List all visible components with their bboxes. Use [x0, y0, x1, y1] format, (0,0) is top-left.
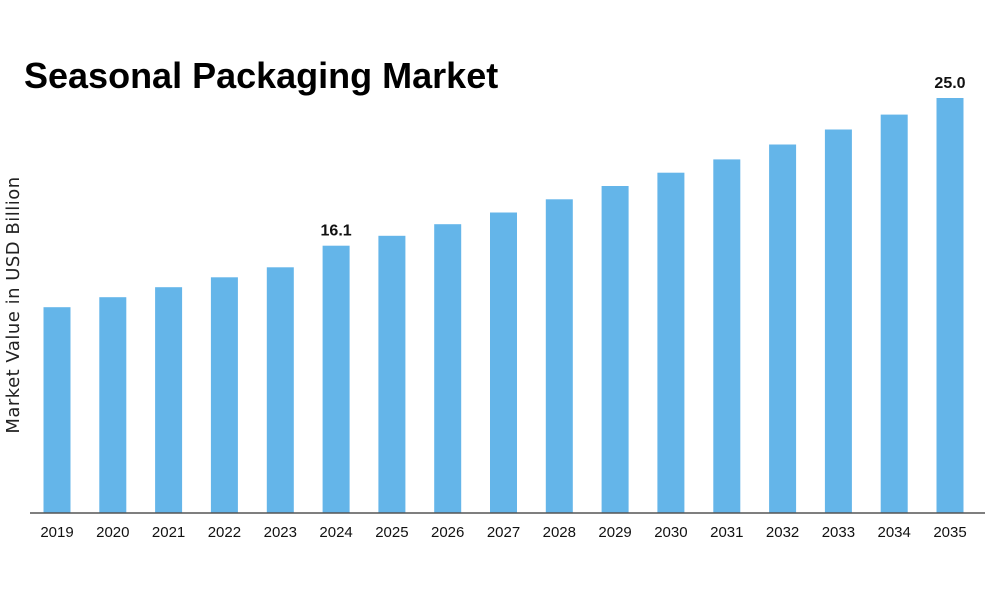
- x-tick-2030: 2030: [654, 524, 687, 541]
- bar-2030: [657, 172, 685, 513]
- bar-2027: [490, 212, 517, 513]
- bar-2023: [266, 267, 294, 513]
- bar-2032: [769, 144, 797, 513]
- x-tick-labels: 2019 2020 2021 2022 2023 2024 2025 2026 2027 2028…: [40, 524, 966, 541]
- x-tick-2021: 2021: [152, 524, 185, 541]
- bar-2021: [155, 287, 183, 513]
- bar-2034: [880, 114, 908, 513]
- x-tick-2028: 2028: [543, 524, 576, 541]
- bars-group: [43, 98, 964, 514]
- data-label-2035: 25.0: [934, 75, 965, 92]
- x-tick-2022: 2022: [208, 524, 241, 541]
- bar-2028: [545, 199, 573, 514]
- bar-2019: [43, 307, 71, 513]
- bar-2020: [99, 297, 127, 513]
- x-tick-2029: 2029: [598, 524, 631, 541]
- x-tick-2020: 2020: [96, 524, 129, 541]
- x-tick-2032: 2032: [766, 524, 799, 541]
- x-tick-2033: 2033: [822, 524, 855, 541]
- y-axis-label: Market Value in USD Billion: [3, 176, 24, 433]
- data-label-2024: 16.1: [321, 223, 352, 240]
- x-tick-2019: 2019: [40, 524, 73, 541]
- x-tick-2027: 2027: [487, 524, 520, 541]
- x-tick-2025: 2025: [375, 524, 408, 541]
- data-labels: 16.1 25.0: [321, 75, 966, 240]
- bar-2031: [713, 159, 741, 513]
- x-tick-2035: 2035: [933, 524, 966, 541]
- bar-2035: [936, 98, 964, 513]
- bar-2025: [378, 235, 406, 514]
- bar-2033: [824, 129, 852, 513]
- bar-2022: [210, 277, 238, 513]
- x-tick-2024: 2024: [319, 524, 352, 541]
- bar-2024: [322, 245, 350, 513]
- x-tick-2031: 2031: [710, 524, 743, 541]
- bar-2029: [601, 186, 629, 513]
- chart-title: Seasonal Packaging Market: [24, 55, 498, 96]
- x-tick-2034: 2034: [878, 524, 911, 541]
- x-tick-2023: 2023: [264, 524, 297, 541]
- x-tick-2026: 2026: [431, 524, 464, 541]
- bar-2026: [434, 224, 462, 513]
